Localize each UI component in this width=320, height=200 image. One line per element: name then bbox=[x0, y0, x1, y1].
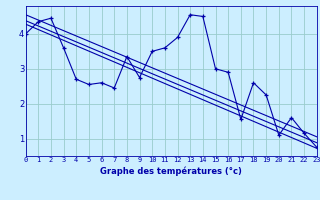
X-axis label: Graphe des températures (°c): Graphe des températures (°c) bbox=[100, 166, 242, 176]
